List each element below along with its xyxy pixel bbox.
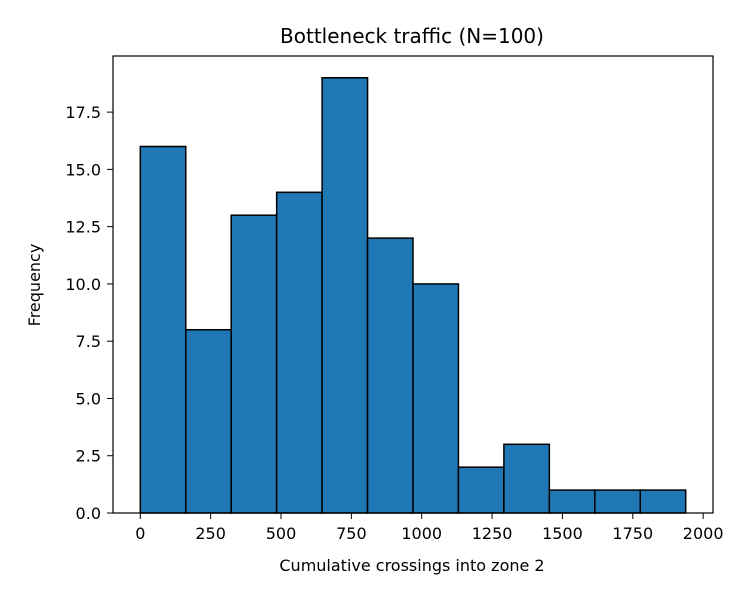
histogram-bar xyxy=(548,489,596,514)
histogram-bar xyxy=(184,328,232,514)
y-tick-label: 10.0 xyxy=(65,275,101,294)
y-axis-label: Frequency xyxy=(25,244,44,327)
x-tick-label: 1500 xyxy=(542,524,583,543)
x-tick-label: 0 xyxy=(135,524,145,543)
histogram-bar xyxy=(275,191,323,514)
y-tick-label: 15.0 xyxy=(65,160,101,179)
x-tick-label: 250 xyxy=(195,524,226,543)
y-axis: 0.0 2.5 5.0 7.5 10.0 12.5 15.0 17.5 xyxy=(65,103,113,523)
x-tick-label: 1000 xyxy=(401,524,442,543)
plot-frame xyxy=(112,55,714,514)
x-tick-label: 500 xyxy=(266,524,297,543)
x-tick-label: 1750 xyxy=(612,524,653,543)
y-tick-label: 0.0 xyxy=(76,504,101,523)
histogram-bar xyxy=(639,489,687,514)
y-tick-label: 17.5 xyxy=(65,103,101,122)
y-tick-label: 12.5 xyxy=(65,218,101,237)
histogram-bar xyxy=(412,283,460,514)
x-tick-label: 1250 xyxy=(472,524,513,543)
y-tick-label: 5.0 xyxy=(76,389,101,408)
x-axis: 0 250 500 750 1000 1250 1500 1750 2000 xyxy=(135,513,724,543)
bars-group xyxy=(139,77,687,514)
histogram-bar xyxy=(366,237,414,514)
histogram-bar xyxy=(457,466,505,514)
x-tick-label: 750 xyxy=(336,524,367,543)
chart-title: Bottleneck traffic (N=100) xyxy=(280,24,544,48)
histogram-bar xyxy=(594,489,642,514)
histogram-bar xyxy=(321,77,369,514)
x-tick-label: 2000 xyxy=(683,524,724,543)
y-tick-label: 2.5 xyxy=(76,447,101,466)
y-tick-label: 7.5 xyxy=(76,332,101,351)
histogram-bar xyxy=(230,214,278,514)
histogram-bar xyxy=(503,443,551,514)
x-axis-label: Cumulative crossings into zone 2 xyxy=(279,556,544,575)
histogram-bar xyxy=(139,145,187,514)
